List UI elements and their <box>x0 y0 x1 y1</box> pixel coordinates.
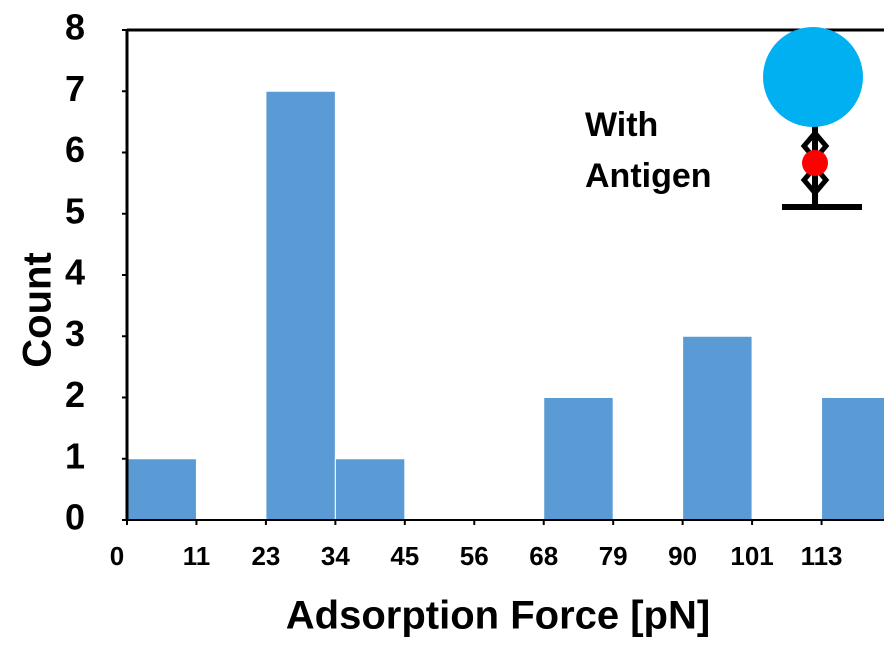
x-tick-label: 23 <box>251 541 280 571</box>
annotation: Antigen <box>585 157 712 195</box>
x-tick-label: 56 <box>460 541 489 571</box>
bar <box>543 397 614 521</box>
bar <box>821 397 884 521</box>
x-tick-label: 68 <box>529 541 558 571</box>
x-tick-label: 79 <box>599 541 628 571</box>
bar <box>334 458 406 521</box>
icon-bead <box>763 27 863 127</box>
x-tick-label: 90 <box>668 541 697 571</box>
y-tick-label: 0 <box>65 497 85 538</box>
y-tick-label: 1 <box>65 435 85 476</box>
y-tick-label: 3 <box>65 313 85 354</box>
y-tick-label: 8 <box>65 7 85 48</box>
x-tick-label: 45 <box>390 541 419 571</box>
icon-antigen <box>802 150 828 176</box>
x-tick-label: 101 <box>730 541 773 571</box>
x-tick-label: 113 <box>801 541 843 571</box>
y-tick-label: 7 <box>65 68 85 109</box>
annotation: With <box>585 106 658 144</box>
y-tick-label: 2 <box>65 374 85 415</box>
bar <box>682 335 753 521</box>
x-tick-label: 34 <box>321 541 350 571</box>
antigen-icon <box>763 27 863 210</box>
y-tick-label: 6 <box>65 129 85 170</box>
icon-antibody <box>800 165 830 197</box>
y-tick-label: 4 <box>65 252 85 293</box>
x-axis-title: Adsorption Force [pN] <box>286 594 710 638</box>
x-tick-label: 11 <box>183 541 211 571</box>
y-axis-title: Count <box>16 252 60 368</box>
bar <box>265 90 336 521</box>
x-tick-label: 0 <box>110 541 124 571</box>
bar <box>126 458 197 521</box>
y-tick-label: 5 <box>65 190 85 231</box>
